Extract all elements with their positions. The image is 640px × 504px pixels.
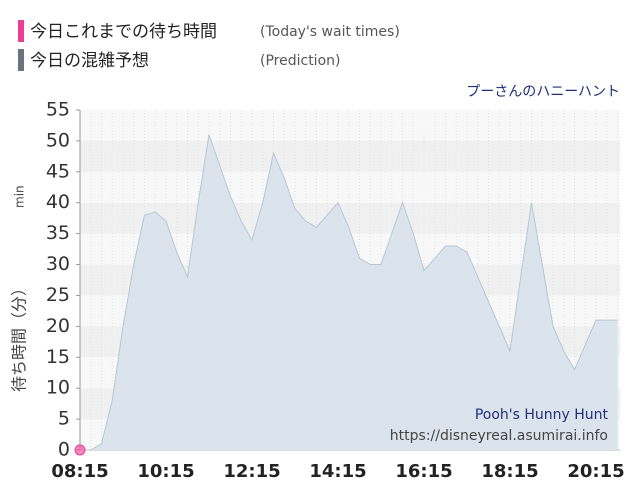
plot-area: 0 5 10 15 20 25 30 35 40 45 50 55 08:15 10:15 12:15 14:… [46, 99, 625, 483]
watermark: https://disneyreal.asumirai.info [390, 428, 608, 444]
y-tick-label: 45 [46, 160, 70, 182]
legend-note: (Prediction) [260, 53, 340, 69]
y-tick-label: 30 [46, 253, 70, 275]
legend-swatch [18, 49, 24, 71]
prediction-area [80, 134, 618, 450]
prediction-line [80, 134, 618, 451]
y-tick-label: 10 [46, 377, 70, 399]
legend-note: (Today's wait times) [260, 24, 400, 40]
y-axis-unit: min [13, 185, 27, 208]
x-tick-label: 16:15 [395, 461, 452, 482]
x-tick-label: 08:15 [51, 461, 108, 482]
legend-label: 今日の混雑予想 [30, 51, 149, 71]
x-tick-label: 18:15 [481, 461, 538, 482]
grid-band [80, 140, 620, 172]
y-tick-label: 55 [46, 99, 70, 121]
grid-band [80, 110, 620, 141]
grid-band [80, 171, 620, 203]
legend-label: 今日これまでの待ち時間 [30, 22, 217, 42]
y-tick-label: 15 [46, 346, 70, 368]
y-tick-label: 5 [58, 408, 70, 430]
subtitle: プーさんのハニーハント [466, 84, 620, 100]
y-tick-label: 40 [46, 191, 70, 213]
today-point [74, 444, 86, 456]
watermark: Pooh's Hunny Hunt [475, 407, 609, 423]
x-tick-label: 10:15 [137, 461, 194, 482]
legend-swatch [18, 20, 24, 42]
y-tick-label: 20 [46, 315, 70, 337]
y-axis-label: 待ち時間（分） [10, 280, 29, 392]
x-tick-label: 12:15 [223, 461, 280, 482]
y-tick-label: 0 [58, 439, 70, 461]
y-tick-label: 50 [46, 129, 70, 151]
x-tick-label: 20:15 [567, 461, 624, 482]
y-tick-label: 35 [46, 222, 70, 244]
x-tick-label: 14:15 [309, 461, 366, 482]
y-tick-label: 25 [46, 284, 70, 306]
